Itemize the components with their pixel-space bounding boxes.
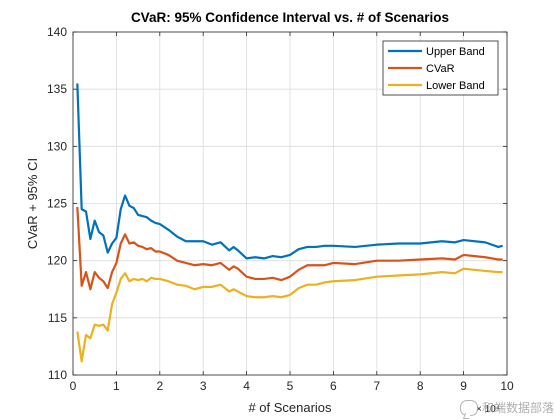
y-tick-label: 130 [47, 139, 67, 153]
x-tick-label: 6 [330, 379, 337, 393]
x-axis-exponent: × 10⁴ [476, 404, 500, 415]
y-tick-label: 135 [47, 82, 67, 96]
y-tick-labels: 110 115 120 125 130 135 140 [47, 25, 67, 382]
x-axis-label: # of Scenarios [248, 400, 332, 415]
ticks [72, 31, 508, 376]
x-tick-label: 9 [460, 379, 467, 393]
y-tick-label: 140 [47, 25, 67, 39]
legend-label: Upper Band [426, 46, 485, 58]
y-tick-label: 110 [48, 368, 67, 382]
x-tick-label: 3 [200, 379, 207, 393]
y-tick-label: 120 [47, 254, 67, 268]
x-tick-label: 10 [500, 379, 514, 393]
x-tick-label: 5 [287, 379, 294, 393]
x-tick-label: 1 [113, 379, 120, 393]
x-tick-label: 2 [156, 379, 163, 393]
watermark: 和端数据部落 [459, 399, 554, 416]
y-tick-label: 115 [48, 311, 67, 325]
x-tick-label: 0 [70, 379, 77, 393]
legend-label: CVaR [426, 63, 455, 75]
series-layer [76, 83, 503, 363]
series-line-upper-band [76, 83, 503, 260]
x-tick-label: 8 [417, 379, 424, 393]
legend: Upper Band CVaR Lower Band [382, 40, 499, 96]
series-line-lower-band [76, 267, 503, 363]
legend-label: Lower Band [426, 80, 485, 92]
series-line-cvar [76, 206, 503, 291]
y-axis-label: CVaR + 95% CI [25, 158, 40, 249]
x-tick-label: 4 [243, 379, 250, 393]
wechat-logo-icon [459, 399, 478, 416]
watermark-text: 和端数据部落 [481, 401, 554, 415]
chart-title: CVaR: 95% Confidence Interval vs. # of S… [131, 10, 449, 25]
x-tick-labels: 0 1 2 3 4 5 6 7 8 9 10 [70, 379, 514, 393]
y-tick-label: 125 [47, 197, 67, 211]
x-tick-label: 7 [373, 379, 380, 393]
